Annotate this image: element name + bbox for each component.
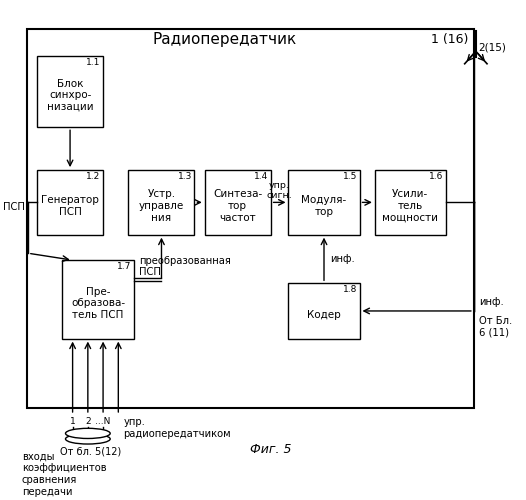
Text: От бл. 5(12): От бл. 5(12): [60, 446, 121, 456]
Text: 1 (16): 1 (16): [431, 33, 469, 46]
Text: упр.
сигн.: упр. сигн.: [267, 180, 292, 200]
Text: Пре-
образова-
тель ПСП: Пре- образова- тель ПСП: [71, 286, 125, 320]
Text: 1.2: 1.2: [86, 172, 100, 181]
Text: Модуля-
тор: Модуля- тор: [301, 196, 347, 217]
Text: Блок
синхро-
низации: Блок синхро- низации: [47, 78, 94, 112]
Text: 1.4: 1.4: [254, 172, 268, 181]
Text: инф.: инф.: [330, 254, 355, 264]
Bar: [288, 170, 360, 234]
Text: Радиопередатчик: Радиопередатчик: [153, 32, 297, 47]
Text: 1.3: 1.3: [178, 172, 192, 181]
Bar: [128, 170, 195, 234]
Text: ПСП: ПСП: [3, 202, 25, 212]
Bar: [37, 170, 103, 234]
Bar: [375, 170, 446, 234]
Bar: [27, 29, 474, 408]
Text: 1.6: 1.6: [429, 172, 443, 181]
Text: 1.5: 1.5: [342, 172, 357, 181]
Text: преобразованная
ПСП: преобразованная ПСП: [139, 256, 230, 277]
Text: 1.1: 1.1: [86, 58, 100, 66]
Ellipse shape: [66, 434, 110, 444]
Text: ...: ...: [84, 423, 92, 432]
Text: Усили-
тель
мощности: Усили- тель мощности: [382, 190, 438, 222]
Text: 1.7: 1.7: [117, 262, 131, 271]
Bar: [205, 170, 271, 234]
Text: Фиг. 5: Фиг. 5: [250, 443, 291, 456]
Text: 2: 2: [85, 417, 90, 426]
Text: От Бл.
6 (11): От Бл. 6 (11): [479, 316, 512, 337]
Text: Устр.
управле
ния: Устр. управле ния: [139, 190, 184, 222]
Text: 1: 1: [70, 417, 76, 426]
Bar: [37, 56, 103, 128]
Text: ...N: ...N: [95, 417, 111, 426]
Text: входы
коэффициентов
сравнения
передачи: входы коэффициентов сравнения передачи: [22, 452, 106, 496]
Ellipse shape: [66, 428, 110, 438]
Text: Кодер: Кодер: [307, 310, 341, 320]
Bar: [288, 283, 360, 339]
Text: 2(15): 2(15): [478, 42, 506, 52]
Text: Генератор
ПСП: Генератор ПСП: [41, 196, 99, 217]
Text: инф.: инф.: [479, 298, 504, 308]
Text: упр.
радиопередатчиком: упр. радиопередатчиком: [124, 417, 231, 439]
Text: 1.8: 1.8: [342, 285, 357, 294]
Text: Синтеза-
тор
частот: Синтеза- тор частот: [213, 190, 262, 222]
Bar: [63, 260, 134, 338]
